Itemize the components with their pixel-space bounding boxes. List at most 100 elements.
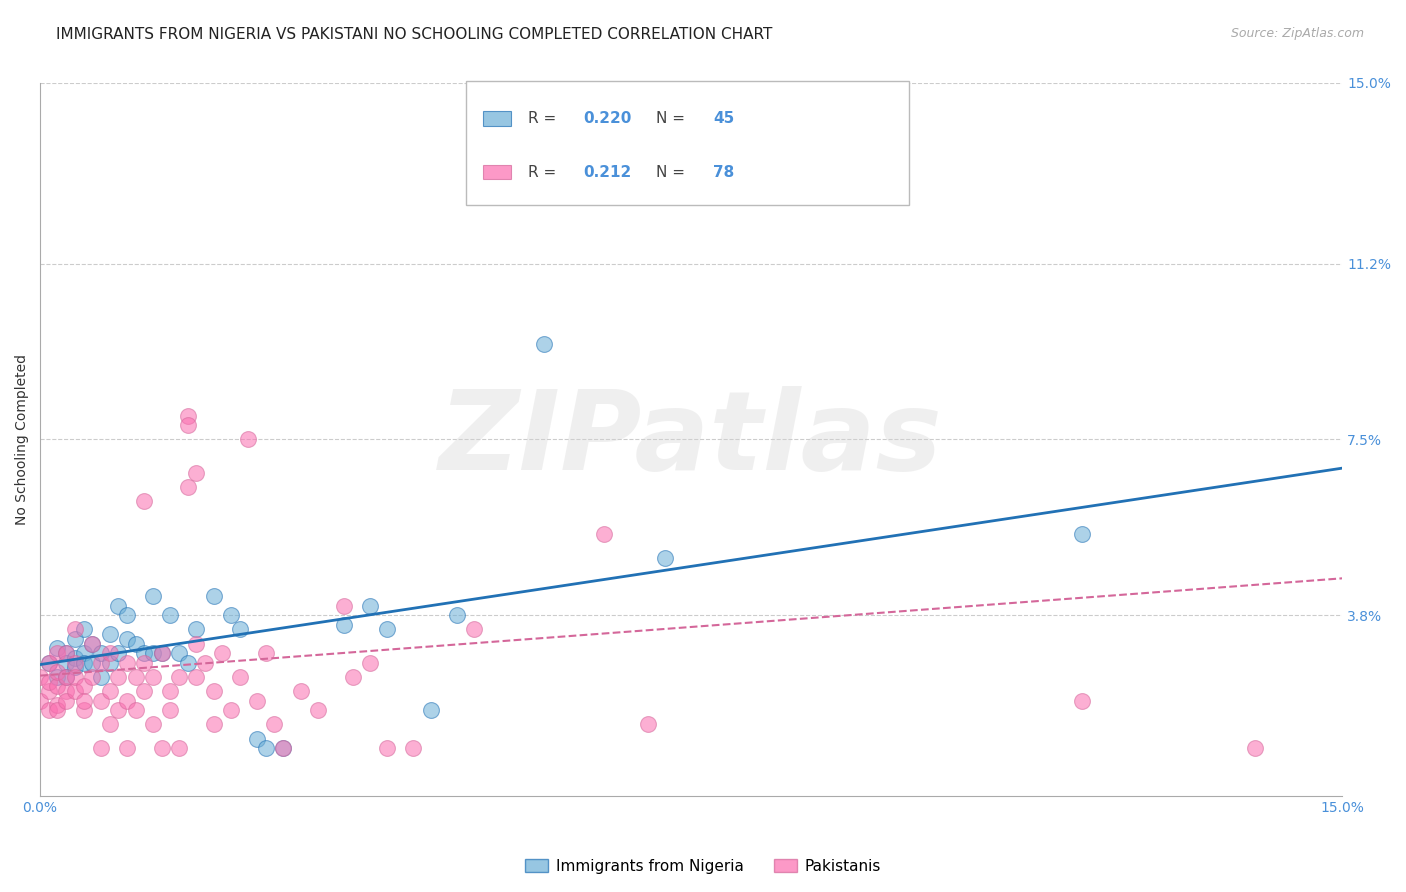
Point [46,670,69,684]
Point [375,741,398,756]
Point [446,608,468,623]
Point [1070,527,1092,541]
Point [46,680,69,694]
Point [115,632,138,646]
Point [46,646,69,660]
Point [72,680,94,694]
Point [333,599,356,613]
Point [55,646,77,660]
Point [124,703,146,717]
Point [167,646,190,660]
Point [38,674,60,689]
Point [375,623,398,637]
Text: 78: 78 [713,164,734,179]
Point [202,589,225,603]
Point [63,632,86,646]
Point [98,627,121,641]
Point [219,703,242,717]
Point [176,656,198,670]
Point [186,637,208,651]
Point [82,637,104,651]
Point [82,670,104,684]
Legend: Immigrants from Nigeria, Pakistanis: Immigrants from Nigeria, Pakistanis [519,853,887,880]
Point [359,656,381,670]
Point [150,741,173,756]
Point [202,717,225,731]
Point [98,646,121,660]
Point [55,684,77,698]
Text: 45: 45 [713,112,734,126]
FancyBboxPatch shape [482,112,512,126]
Point [159,703,181,717]
Point [82,656,104,670]
Point [463,623,485,637]
Text: R =: R = [529,112,561,126]
Point [115,741,138,756]
Point [766,147,789,161]
Point [593,527,616,541]
Point [82,637,104,651]
Point [211,646,233,660]
Text: 0.212: 0.212 [583,164,631,179]
Point [90,656,112,670]
Point [142,670,165,684]
Point [72,693,94,707]
Text: R =: R = [529,164,561,179]
Point [72,656,94,670]
Point [107,703,129,717]
Point [150,646,173,660]
Point [98,684,121,698]
Point [176,418,198,433]
Point [30,693,52,707]
Point [90,693,112,707]
Point [38,684,60,698]
Point [107,670,129,684]
Point [263,717,285,731]
Point [38,656,60,670]
Point [72,703,94,717]
Point [654,551,676,566]
Point [55,693,77,707]
Point [63,670,86,684]
Point [107,599,129,613]
FancyBboxPatch shape [482,165,512,179]
Point [115,608,138,623]
Point [107,646,129,660]
Point [38,656,60,670]
Point [342,670,364,684]
Point [167,741,190,756]
Point [246,693,269,707]
Point [98,717,121,731]
Point [533,337,555,351]
Point [134,684,156,698]
Point [90,646,112,660]
Point [134,646,156,660]
Point [46,641,69,656]
Point [1244,741,1267,756]
Point [271,741,294,756]
Point [359,599,381,613]
Point [46,665,69,680]
Point [63,656,86,670]
Point [124,637,146,651]
Point [150,646,173,660]
Point [159,684,181,698]
Point [194,656,217,670]
Point [55,656,77,670]
Point [55,670,77,684]
Text: 0.220: 0.220 [583,112,631,126]
Point [142,717,165,731]
Point [46,703,69,717]
Point [72,646,94,660]
Point [186,466,208,480]
Point [219,608,242,623]
Point [176,409,198,423]
Point [134,494,156,508]
Point [1070,693,1092,707]
Text: Source: ZipAtlas.com: Source: ZipAtlas.com [1230,27,1364,40]
Point [90,741,112,756]
Point [186,623,208,637]
Point [229,670,252,684]
Point [63,660,86,674]
Point [134,656,156,670]
